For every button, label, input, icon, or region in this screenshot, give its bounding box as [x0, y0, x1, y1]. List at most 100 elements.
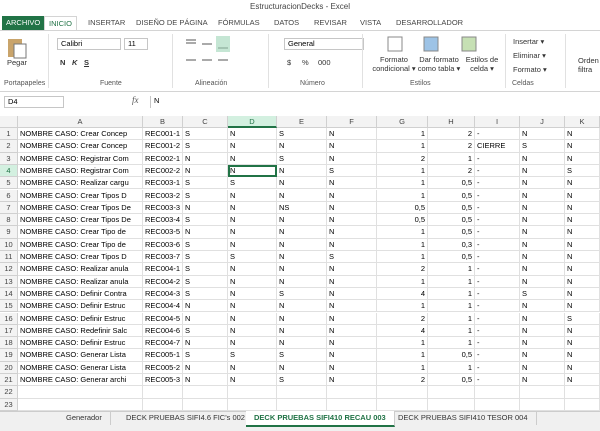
- cell[interactable]: N: [183, 312, 228, 325]
- cell[interactable]: 2: [377, 152, 428, 165]
- cell[interactable]: N: [565, 251, 600, 264]
- cell[interactable]: N: [228, 324, 277, 338]
- cell[interactable]: CIERRE: [475, 140, 520, 153]
- cell[interactable]: N: [565, 287, 600, 301]
- cell[interactable]: 2: [428, 128, 475, 141]
- cell[interactable]: N: [327, 287, 377, 301]
- cell[interactable]: N: [327, 312, 377, 325]
- cell[interactable]: [277, 398, 327, 411]
- cell[interactable]: N: [520, 164, 565, 178]
- cell[interactable]: 1: [428, 312, 475, 325]
- cell[interactable]: N: [327, 214, 377, 227]
- cell[interactable]: REC004-3: [143, 287, 183, 301]
- cell[interactable]: 0,5: [428, 251, 475, 264]
- cell[interactable]: NOMBRE CASO: Crear Concep: [18, 140, 143, 153]
- cell[interactable]: N: [327, 275, 377, 288]
- cell[interactable]: N: [565, 201, 600, 215]
- cell[interactable]: NOMBRE CASO: Definir Estruc: [18, 300, 143, 313]
- cell[interactable]: N: [327, 337, 377, 350]
- cell[interactable]: N: [228, 140, 277, 153]
- cell[interactable]: REC004-2: [143, 275, 183, 288]
- cell[interactable]: S: [183, 349, 228, 362]
- cell[interactable]: N: [277, 226, 327, 239]
- cell[interactable]: -: [475, 251, 520, 264]
- cell[interactable]: REC004-4: [143, 300, 183, 313]
- cell[interactable]: REC003-5: [143, 226, 183, 239]
- cell[interactable]: N: [277, 189, 327, 202]
- ribbon-tab[interactable]: FÓRMULAS: [218, 18, 260, 27]
- column-header[interactable]: C: [183, 116, 228, 128]
- cell[interactable]: 0,5: [428, 189, 475, 202]
- cell[interactable]: NOMBRE CASO: Definir Estruc: [18, 312, 143, 325]
- cell[interactable]: [183, 386, 228, 399]
- cell[interactable]: REC003-2: [143, 189, 183, 202]
- cell[interactable]: N: [565, 152, 600, 165]
- cell[interactable]: -: [475, 287, 520, 301]
- cell[interactable]: 2: [377, 263, 428, 276]
- cell[interactable]: [565, 398, 600, 411]
- cell[interactable]: N: [565, 263, 600, 276]
- cell[interactable]: N: [565, 189, 600, 202]
- cell[interactable]: N: [327, 201, 377, 215]
- cell[interactable]: 0,3: [428, 238, 475, 251]
- format-button[interactable]: Formato ▾: [513, 65, 547, 74]
- cell[interactable]: N: [277, 140, 327, 153]
- cell[interactable]: -: [475, 177, 520, 190]
- select-all[interactable]: [0, 116, 18, 128]
- cell[interactable]: REC005-1: [143, 349, 183, 362]
- cell[interactable]: NOMBRE CASO: Crear Tipos D: [18, 189, 143, 202]
- cell[interactable]: NS: [277, 201, 327, 215]
- cell[interactable]: NOMBRE CASO: Registrar Com: [18, 152, 143, 165]
- cell[interactable]: REC004-7: [143, 337, 183, 350]
- cell[interactable]: -: [475, 324, 520, 338]
- number-format[interactable]: General: [284, 38, 364, 50]
- cell[interactable]: 1: [377, 164, 428, 178]
- cell[interactable]: N: [277, 263, 327, 276]
- cell[interactable]: REC003-6: [143, 238, 183, 251]
- cell[interactable]: REC001-1: [143, 128, 183, 141]
- row-header[interactable]: 13: [0, 275, 18, 288]
- cell[interactable]: NOMBRE CASO: Realizar anula: [18, 275, 143, 288]
- cell[interactable]: N: [277, 337, 327, 350]
- cell[interactable]: N: [520, 349, 565, 362]
- cell[interactable]: [277, 386, 327, 399]
- cell[interactable]: [18, 398, 143, 411]
- format-table[interactable]: Dar formato como tabla ▾: [416, 55, 462, 73]
- cell[interactable]: 0,5: [377, 201, 428, 215]
- column-header[interactable]: B: [143, 116, 183, 128]
- cell[interactable]: [520, 398, 565, 411]
- row-header[interactable]: 11: [0, 251, 18, 264]
- cell[interactable]: REC005-2: [143, 361, 183, 374]
- cell[interactable]: N: [228, 300, 277, 313]
- cell[interactable]: N: [327, 349, 377, 362]
- cell[interactable]: S: [327, 251, 377, 264]
- underline-button[interactable]: S: [84, 58, 90, 67]
- cell[interactable]: N: [183, 152, 228, 165]
- cell[interactable]: N: [277, 238, 327, 251]
- cell[interactable]: 1: [377, 140, 428, 153]
- cell[interactable]: N: [183, 374, 228, 387]
- cell[interactable]: S: [228, 349, 277, 362]
- cell[interactable]: [143, 386, 183, 399]
- cell[interactable]: 0,5: [428, 374, 475, 387]
- row-header[interactable]: 20: [0, 361, 18, 374]
- cell[interactable]: 1: [377, 361, 428, 374]
- cell[interactable]: S: [277, 287, 327, 301]
- cell[interactable]: N: [228, 337, 277, 350]
- cell[interactable]: 2: [377, 374, 428, 387]
- row-header[interactable]: 19: [0, 349, 18, 362]
- cell[interactable]: S: [277, 374, 327, 387]
- cell[interactable]: N: [565, 349, 600, 362]
- cell[interactable]: N: [327, 226, 377, 239]
- cell[interactable]: 2: [428, 164, 475, 178]
- ribbon-tab[interactable]: INICIO: [44, 16, 77, 31]
- ribbon-tab[interactable]: REVISAR: [314, 18, 347, 27]
- cell[interactable]: 1: [377, 128, 428, 141]
- cell[interactable]: -: [475, 361, 520, 374]
- cell[interactable]: N: [183, 300, 228, 313]
- cell[interactable]: N: [183, 201, 228, 215]
- cell[interactable]: N: [520, 374, 565, 387]
- row-header[interactable]: 16: [0, 312, 18, 325]
- insert-button[interactable]: Insertar ▾: [513, 37, 545, 46]
- column-header[interactable]: K: [565, 116, 600, 128]
